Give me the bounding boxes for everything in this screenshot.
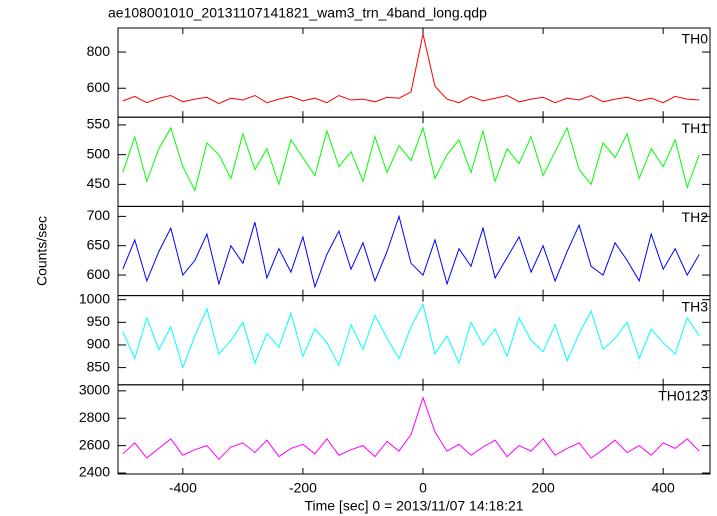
y-tick-label: 950 xyxy=(87,313,111,329)
y-tick-label: 850 xyxy=(87,358,111,374)
series-line xyxy=(122,302,700,370)
y-tick-label: 600 xyxy=(87,266,111,282)
panel-frame xyxy=(117,27,711,118)
y-tick-label: 700 xyxy=(87,207,111,223)
x-tick-label: 0 xyxy=(419,480,427,496)
y-tick-label: 550 xyxy=(87,116,111,132)
panel-label: TH2 xyxy=(682,209,709,225)
y-tick-label: 900 xyxy=(87,336,111,352)
x-tick-label: 400 xyxy=(651,480,675,496)
y-tick-label: 500 xyxy=(87,145,111,161)
panel-label: TH0 xyxy=(682,31,709,47)
y-tick-label: 2600 xyxy=(79,436,110,452)
panel-label: TH3 xyxy=(682,298,709,314)
panel-label: TH1 xyxy=(682,120,709,136)
y-tick-label: 600 xyxy=(87,79,111,95)
y-tick-label: 450 xyxy=(87,175,111,191)
y-tick-label: 3000 xyxy=(79,382,110,398)
x-tick-label: 200 xyxy=(531,480,555,496)
series-line xyxy=(122,126,700,192)
series-line xyxy=(122,33,700,105)
series-line xyxy=(122,396,700,461)
panel-frame xyxy=(117,116,711,207)
panel-label: TH0123 xyxy=(658,388,708,404)
y-tick-label: 1000 xyxy=(79,290,110,306)
x-axis-label: Time [sec] 0 = 2013/11/07 14:18:21 xyxy=(304,498,523,514)
series-line xyxy=(122,214,700,289)
y-tick-label: 2800 xyxy=(79,409,110,425)
x-tick-label: -400 xyxy=(169,480,197,496)
y-tick-label: 2400 xyxy=(79,464,110,480)
y-axis-label: Counts/sec xyxy=(34,216,50,286)
y-tick-label: 800 xyxy=(87,43,111,59)
x-tick-label: -200 xyxy=(289,480,317,496)
y-tick-label: 650 xyxy=(87,236,111,252)
chart-title: ae108001010_20131107141821_wam3_trn_4ban… xyxy=(108,5,487,21)
panel-frame xyxy=(117,384,711,475)
